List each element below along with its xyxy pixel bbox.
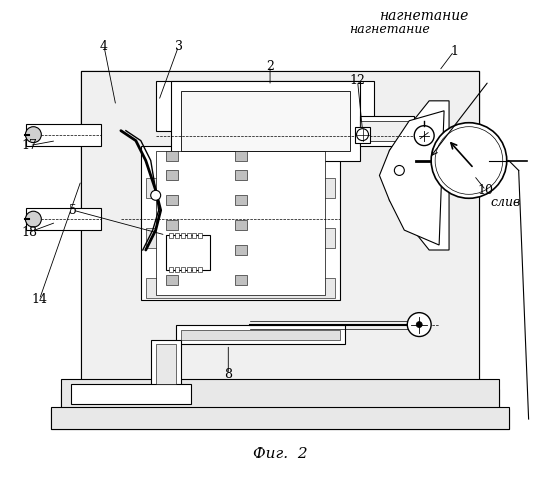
Circle shape [416,322,422,328]
Text: нагнетание: нагнетание [349,22,430,36]
Text: 3: 3 [175,40,183,52]
Text: 18: 18 [21,226,38,238]
Bar [169,233,172,238]
Bar [166,220,178,230]
Bar [235,245,247,255]
Bar [360,116,414,146]
Polygon shape [380,111,444,245]
Bar [26,124,101,146]
Bar [235,275,247,285]
Circle shape [25,211,41,227]
Bar [186,233,190,238]
Bar [166,196,178,205]
Bar [151,340,180,389]
Bar [146,178,335,199]
Bar [180,330,340,340]
Bar [166,170,178,180]
Bar [156,81,375,130]
Bar [193,233,197,238]
Text: слив: слив [491,196,521,209]
Text: 17: 17 [21,139,38,152]
Bar [175,233,179,238]
Bar [360,120,414,141]
Text: 2: 2 [266,60,274,72]
Bar [156,150,325,294]
Bar [169,267,172,272]
Bar [176,324,344,344]
Text: Фиг.  2: Фиг. 2 [253,447,307,461]
Bar [354,126,370,142]
Bar [235,196,247,205]
Bar [175,267,179,272]
Bar [166,275,178,285]
Bar [193,267,197,272]
Text: 1: 1 [450,44,458,58]
Bar [235,220,247,230]
Bar [146,278,335,297]
Circle shape [414,126,434,146]
Text: 4: 4 [100,40,108,52]
Circle shape [431,122,507,198]
Bar [71,384,190,404]
Circle shape [25,126,41,142]
Bar [146,228,335,248]
Bar [166,245,178,255]
Text: 14: 14 [31,293,48,306]
Text: нагнетание: нагнетание [380,10,469,24]
Bar [180,267,185,272]
Bar [235,170,247,180]
Circle shape [151,190,161,200]
Bar [198,233,202,238]
Text: 8: 8 [225,368,232,381]
Bar [156,344,176,384]
Circle shape [394,166,404,175]
Bar [141,146,340,300]
Bar [166,150,178,160]
Bar [198,267,202,272]
Text: 5: 5 [69,204,77,216]
Circle shape [407,312,431,336]
Bar [180,91,349,150]
Bar [186,267,190,272]
Bar [180,233,185,238]
Bar [81,71,479,389]
Text: 12: 12 [349,74,366,88]
Bar [52,407,508,429]
Bar [61,380,499,409]
Circle shape [357,128,368,140]
Text: 10: 10 [478,184,494,197]
Bar [166,235,211,270]
Bar [235,150,247,160]
Polygon shape [389,101,449,250]
Bar [171,81,360,160]
Bar [26,208,101,230]
